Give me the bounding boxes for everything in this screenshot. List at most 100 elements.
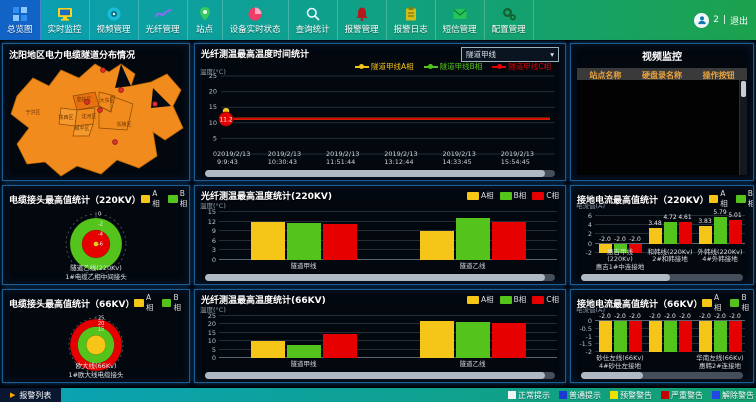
scrollbar-thumb[interactable] <box>741 81 746 97</box>
category-label: 隧道乙线 <box>459 262 486 271</box>
datazoom-thumb[interactable] <box>205 372 545 379</box>
bar-C相 <box>491 323 526 358</box>
gridline <box>219 210 557 212</box>
legend-item-隧道甲线C相[interactable]: 隧道甲线C相 <box>492 61 551 72</box>
legend-line-marker <box>423 64 438 69</box>
nav-item-realtime-monitor[interactable]: 实时监控 <box>41 0 90 40</box>
station-marker[interactable] <box>84 99 90 105</box>
station-marker[interactable] <box>112 139 118 145</box>
nav-item-overview[interactable]: 总览图 <box>0 0 41 40</box>
station-marker[interactable] <box>118 87 124 93</box>
legend-item-A相[interactable]: A相 <box>140 189 163 209</box>
legend-item-C相[interactable]: C相 <box>532 190 559 201</box>
nav-label: 实时监控 <box>47 25 82 35</box>
top-nav: 总览图 实时监控 视频管理 光纤管理 站点 设备实时状态 查询统计 报警管理 报… <box>0 0 756 40</box>
nav-item-alarm-mgmt[interactable]: 报警管理 <box>338 0 387 40</box>
nav-item-fiber-mgmt[interactable]: 光纤管理 <box>139 0 188 40</box>
user-avatar-icon[interactable] <box>694 12 710 28</box>
datazoom-slider[interactable] <box>581 372 743 379</box>
legend-item-B相[interactable]: B相 <box>736 189 753 209</box>
bar-group: -2.0 -2.0 -2.0 <box>695 313 745 356</box>
x-tick-label: 2019/2/13 15:54:45 <box>500 150 535 166</box>
col-dvr-name: 硬盘录名称 <box>642 71 682 80</box>
y-tick-label: 15 <box>209 103 217 111</box>
legend-label: C相 <box>546 191 559 200</box>
y-tick-label: 2 <box>587 230 592 239</box>
panel-title: 光纤测温最高温度时间统计 <box>201 50 310 60</box>
district-label-大东区: 大东区 <box>99 97 114 104</box>
legend-item-B相[interactable]: B相 <box>499 294 527 305</box>
bar-cell: -2.0 <box>678 313 692 356</box>
logout-link[interactable]: 退出 <box>729 16 748 27</box>
legend-item-A相[interactable]: A相 <box>466 294 494 305</box>
nav-item-alarm-log[interactable]: 报警日志 <box>387 0 436 40</box>
monitor-icon <box>55 5 75 22</box>
station-marker[interactable] <box>97 107 103 113</box>
legend-item-C相[interactable]: C相 <box>189 293 190 313</box>
bar-group: 3.83 5.79 5.01 <box>695 209 745 256</box>
legend-label: B相 <box>513 295 527 304</box>
nav-item-sites[interactable]: 站点 <box>188 0 223 40</box>
legend-dot <box>496 64 502 69</box>
x-axis-labels: 砂仕左线(66Kv) 4#砂仕左接地 华南左线(66Kv) 惠韩2#连接地 <box>595 355 745 371</box>
vertical-scrollbar[interactable] <box>739 80 747 175</box>
bar-cell <box>250 210 285 260</box>
datazoom-slider[interactable] <box>205 274 555 281</box>
y-tick-label: 20 <box>209 88 217 96</box>
station-marker[interactable] <box>152 101 158 107</box>
legend-item-B相[interactable]: B相 <box>499 190 526 201</box>
tunnel-select-dropdown[interactable]: 隧道甲线 ▾ <box>461 47 559 62</box>
legend-label: B相 <box>747 189 753 208</box>
gauge-tick-label: 20 <box>98 321 104 327</box>
legend-item-B相[interactable]: B相 <box>168 189 189 209</box>
bar-group <box>219 314 388 358</box>
bar-cell: -2.0 <box>628 313 642 356</box>
datazoom-slider[interactable] <box>205 170 555 177</box>
datazoom-slider[interactable] <box>205 372 555 379</box>
district-label-东陵区: 东陵区 <box>116 121 131 128</box>
datazoom-thumb[interactable] <box>581 274 671 281</box>
legend-swatch <box>189 299 190 307</box>
nav-item-query-stats[interactable]: 查询统计 <box>289 0 338 40</box>
datazoom-slider[interactable] <box>581 274 743 281</box>
legend-item-A相[interactable]: A相 <box>708 189 731 209</box>
station-marker[interactable] <box>100 67 106 73</box>
datazoom-thumb[interactable] <box>205 274 545 281</box>
datazoom-thumb[interactable] <box>205 170 545 177</box>
bar-A相 <box>598 243 612 254</box>
legend-item-A相[interactable]: A相 <box>702 293 724 313</box>
district-label-于洪区: 于洪区 <box>25 109 40 116</box>
legend-swatch <box>532 295 545 304</box>
legend-item-B相[interactable]: B相 <box>161 293 184 313</box>
nav-item-sms-mgmt[interactable]: 短信管理 <box>436 0 485 40</box>
bar-cell: 4.61 <box>678 212 692 256</box>
legend-item-C相[interactable]: C相 <box>532 294 559 305</box>
bar-value-label: -2.0 <box>629 235 641 243</box>
legend-item-隧道甲线A相[interactable]: 隧道甲线A相 <box>354 61 414 72</box>
gauge-caption: 隧道乙线(220Kv) 1#电缆乙相中间接头 <box>65 264 127 281</box>
legend-line-marker <box>354 64 369 69</box>
alarm-list-tab[interactable]: ▶ 报警列表 <box>0 388 62 402</box>
legend-item-A相[interactable]: A相 <box>134 293 156 313</box>
video-table-header: 站点名称 硬盘录名称 操作按钮 <box>577 68 747 83</box>
datazoom-thumb[interactable] <box>581 372 643 379</box>
bar-cell <box>322 314 357 358</box>
nav-item-config-mgmt[interactable]: 配置管理 <box>485 0 534 40</box>
legend-item-A相[interactable]: A相 <box>466 190 494 201</box>
bar-row <box>388 314 557 358</box>
legend-item-隧道甲线B相[interactable]: 隧道甲线B相 <box>423 61 482 72</box>
alarm-legend-预警警告: 预警警告 <box>610 390 652 401</box>
legend-swatch <box>736 195 746 203</box>
y-tick-label: -1.5 <box>579 340 592 349</box>
nav-item-device-status[interactable]: 设备实时状态 <box>223 0 289 40</box>
legend-item-B相[interactable]: B相 <box>729 293 752 313</box>
bar-C相 <box>322 334 357 358</box>
bar-cell: -2.0 <box>613 313 627 356</box>
panel-title: 电缆接头最高值统计（220KV） <box>9 195 141 206</box>
nav-item-video-mgmt[interactable]: 视频管理 <box>90 0 139 40</box>
y-axis-label: 电流值(A) <box>576 202 606 210</box>
